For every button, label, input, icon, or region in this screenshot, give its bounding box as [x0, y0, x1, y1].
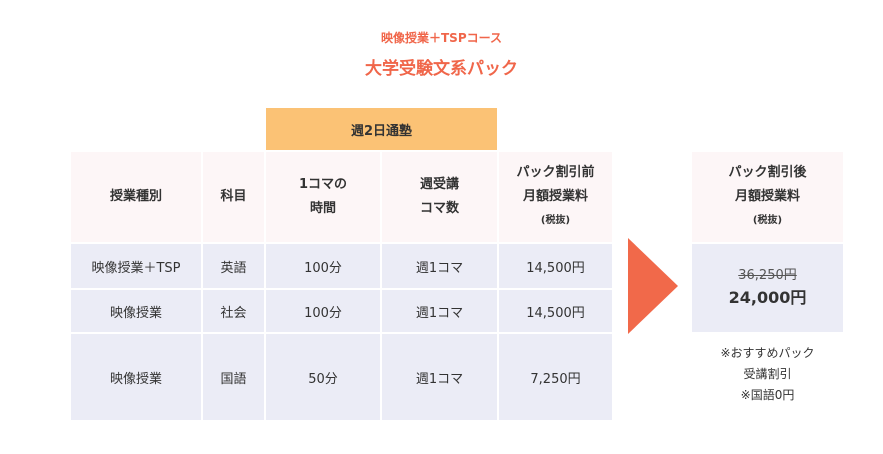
- table-row-1-price: 14,500円: [499, 244, 612, 288]
- table-row-2-subject: 社会: [203, 290, 264, 332]
- header-type: 授業種別: [71, 152, 201, 242]
- header-price-line1: パック割引前: [516, 165, 595, 180]
- table-row-2-weekly: 週1コマ: [382, 290, 497, 332]
- header-weekly-line1: 週受講: [419, 177, 459, 192]
- header-price: パック割引前 月額授業料 (税抜): [499, 152, 612, 242]
- note-line2: 受講割引: [743, 367, 792, 381]
- table-row-1-weekly: 週1コマ: [382, 244, 497, 288]
- header-weekly-line2: コマ数: [419, 201, 459, 216]
- course-subtitle: 映像授業＋TSPコース: [380, 31, 503, 45]
- old-price: 36,250円: [738, 268, 797, 283]
- group-header-weekly-days: 週2日通塾: [266, 108, 497, 150]
- after-discount-price-box: 36,250円 24,000円: [692, 244, 843, 332]
- table-row-3-time: 50分: [266, 334, 380, 420]
- new-price: 24,000円: [728, 288, 807, 307]
- table-row-2-price: 14,500円: [499, 290, 612, 332]
- header-time-line2: 時間: [309, 201, 336, 216]
- table-row-2-type: 映像授業: [71, 290, 201, 332]
- after-header-tax-note: (税抜): [752, 215, 783, 226]
- header-type-label: 授業種別: [109, 189, 162, 204]
- after-discount-header: パック割引後 月額授業料 (税抜): [692, 152, 843, 242]
- discount-note: ※おすすめパック 受講割引 ※国語0円: [692, 343, 843, 406]
- header-time: 1コマの 時間: [266, 152, 380, 242]
- header-subject-label: 科目: [220, 189, 247, 204]
- table-row-1-time: 100分: [266, 244, 380, 288]
- table-row-3-subject: 国語: [203, 334, 264, 420]
- table-row-3-price: 7,250円: [499, 334, 612, 420]
- table-row-1-subject: 英語: [203, 244, 264, 288]
- note-line3: ※国語0円: [740, 388, 795, 402]
- table-row-3-type: 映像授業: [71, 334, 201, 420]
- table-row-1-type: 映像授業＋TSP: [71, 244, 201, 288]
- table-row-2-time: 100分: [266, 290, 380, 332]
- course-title: 大学受験文系パック: [365, 59, 518, 79]
- table-row-3-weekly: 週1コマ: [382, 334, 497, 420]
- header-time-line1: 1コマの: [298, 177, 348, 192]
- header-weekly: 週受講 コマ数: [382, 152, 497, 242]
- arrow-right-icon: [628, 238, 678, 334]
- after-header-line2: 月額授業料: [734, 189, 800, 204]
- note-line1: ※おすすめパック: [720, 346, 815, 360]
- header-price-line2: 月額授業料: [522, 189, 588, 204]
- header-subject: 科目: [203, 152, 264, 242]
- after-header-line1: パック割引後: [728, 165, 807, 180]
- header-price-tax-note: (税抜): [540, 215, 571, 226]
